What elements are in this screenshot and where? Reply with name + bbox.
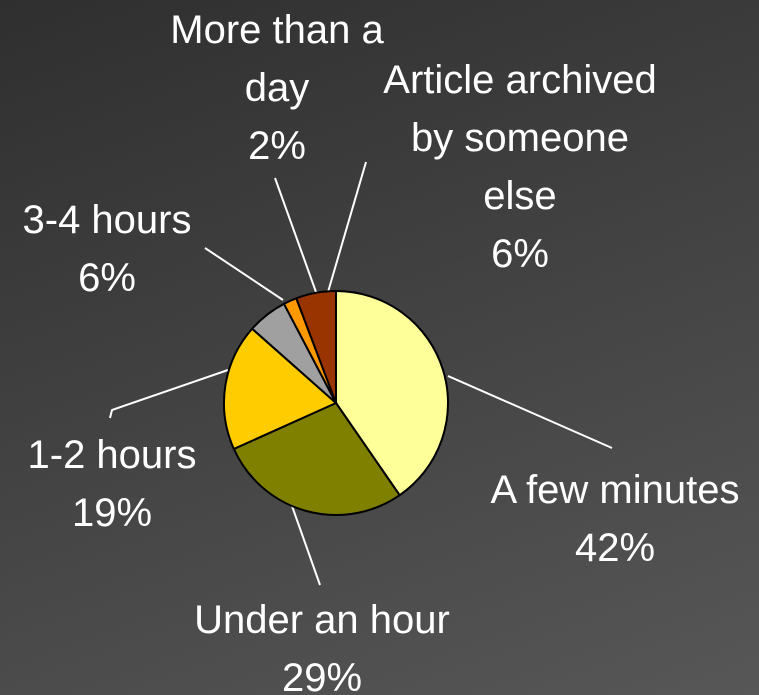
slice-name: 3-4 hours [22, 198, 192, 242]
slice-name: A few minutes [490, 468, 740, 512]
pie-slice [294, 289, 337, 404]
pie-slice [335, 289, 449, 497]
slice-label: 1-2 hours 19% [2, 426, 222, 542]
leader-line [204, 247, 284, 301]
slice-label: A few minutes 42% [465, 461, 759, 577]
slice-name: 1-2 hours [27, 433, 197, 477]
slice-value: 2% [248, 124, 306, 168]
leader-line [327, 161, 367, 293]
slice-value: 6% [78, 256, 136, 300]
leader-line [291, 505, 321, 586]
slice-name: More than a day [170, 8, 384, 110]
leader-line [274, 177, 317, 293]
leader-lines [109, 161, 613, 586]
slice-label: Under an hour 29% [162, 591, 482, 695]
slice-value: 29% [281, 656, 363, 695]
slice-label: More than a day 2% [152, 1, 402, 175]
leader-line [447, 375, 613, 449]
leader-line [109, 369, 229, 419]
slice-value: 19% [71, 491, 153, 535]
slice-name: Under an hour [194, 598, 450, 642]
slice-value: 42% [574, 526, 656, 570]
pie-slice [223, 327, 338, 451]
slice-value: 6% [491, 232, 549, 276]
slice-label: Article archived by someone else 6% [375, 51, 665, 283]
slice-label: 3-4 hours 6% [0, 191, 217, 307]
slice-name: Article archived by someone else [383, 58, 657, 218]
